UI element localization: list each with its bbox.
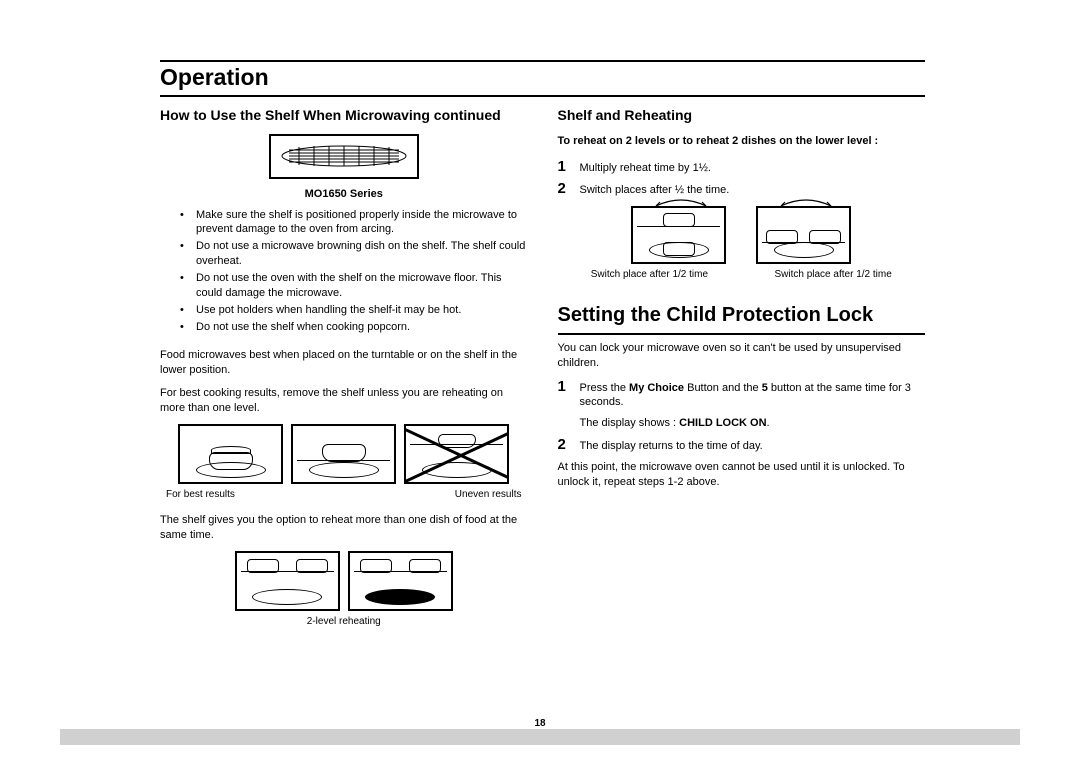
caption-switch-b: Switch place after 1/2 time [774,268,891,282]
left-subhead: How to Use the Shelf When Microwaving co… [160,107,528,124]
two-column-layout: How to Use the Shelf When Microwaving co… [160,107,925,640]
caption-best: For best results [166,488,235,502]
bullet-item: Use pot holders when handling the shelf-… [184,303,528,318]
section-title: Operation [160,64,925,95]
footer-bar [60,729,1020,745]
oven-switch-a-wrapper [631,206,726,264]
step-number: 1 [558,159,572,176]
right-column: Shelf and Reheating To reheat on 2 level… [558,107,926,640]
oven-switch-b-wrapper [756,206,851,264]
shelf-grid-icon [279,142,409,170]
reheat-steps: 1 Multiply reheat time by 1½. 2 Switch p… [558,159,926,199]
oven-best-results-icon [178,424,283,484]
caption-uneven: Uneven results [455,488,522,502]
lock-step-1: 1 Press the My Choice Button and the 5 b… [558,379,926,432]
warning-bullets: Make sure the shelf is positioned proper… [184,208,528,335]
oven-switch-a-icon [631,206,726,264]
switch-captions: Switch place after 1/2 time Switch place… [558,268,926,282]
lock-steps: 1 Press the My Choice Button and the 5 b… [558,379,926,454]
body-text: The shelf gives you the option to reheat… [160,513,528,543]
right-subhead: Shelf and Reheating [558,107,926,124]
caption-2level: 2-level reheating [160,615,528,629]
rule-top [160,60,925,62]
caption-switch-a: Switch place after 1/2 time [591,268,708,282]
step-text: Multiply reheat time by 1½. [580,159,711,176]
oven-uneven-crossed-icon [404,424,509,484]
manual-page: Operation How to Use the Shelf When Micr… [0,0,1080,640]
figure-row-switch [558,206,926,264]
body-text: For best cooking results, remove the she… [160,386,528,416]
step-2: 2 Switch places after ½ the time. [558,181,926,198]
oven-shelf-low-icon [291,424,396,484]
step-number: 2 [558,181,572,198]
oven-2level-b-icon [348,551,453,611]
oven-2level-a-icon [235,551,340,611]
lock-step-2: 2 The display returns to the time of day… [558,437,926,454]
oven-switch-b-icon [756,206,851,264]
reheat-instruction-bold: To reheat on 2 levels or to reheat 2 dis… [558,134,926,149]
child-lock-intro: You can lock your microwave oven so it c… [558,341,926,371]
child-lock-heading: Setting the Child Protection Lock [558,302,926,335]
bullet-item: Do not use a microwave browning dish on … [184,239,528,269]
step-1: 1 Multiply reheat time by 1½. [558,159,926,176]
bullet-item: Do not use the shelf when cooking popcor… [184,320,528,335]
shelf-diagram [269,134,419,179]
step-text: The display returns to the time of day. [580,437,763,454]
body-text: Food microwaves best when placed on the … [160,348,528,378]
step-number: 1 [558,379,572,432]
figure-captions: For best results Uneven results [160,488,528,502]
lock-note: At this point, the microwave oven cannot… [558,460,926,490]
left-column: How to Use the Shelf When Microwaving co… [160,107,528,640]
step-text: Press the My Choice Button and the 5 but… [580,379,926,432]
page-number: 18 [0,718,1080,729]
bullet-item: Do not use the oven with the shelf on th… [184,271,528,301]
figure-row-results [160,424,528,484]
series-label: MO1650 Series [160,187,528,202]
figure-row-2level [160,551,528,611]
bullet-item: Make sure the shelf is positioned proper… [184,208,528,238]
rule-under-title [160,95,925,97]
step-number: 2 [558,437,572,454]
